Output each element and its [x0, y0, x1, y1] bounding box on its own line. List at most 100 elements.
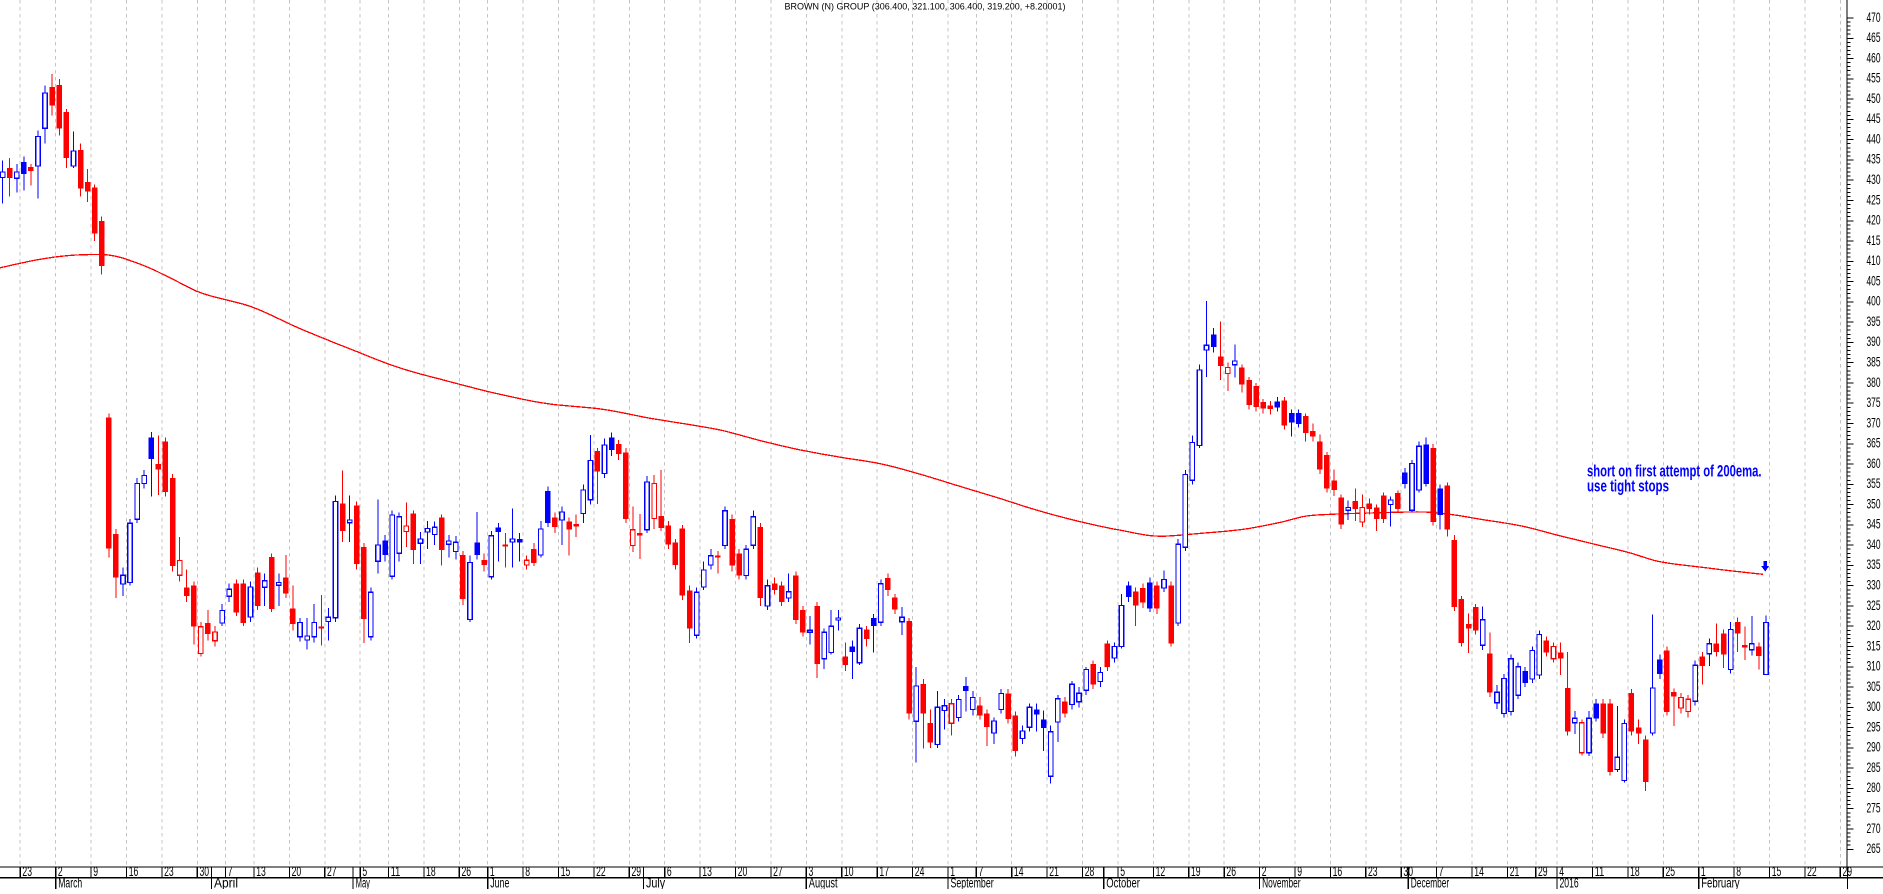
- svg-text:415: 415: [1867, 233, 1881, 248]
- svg-text:8: 8: [525, 864, 530, 879]
- svg-text:435: 435: [1867, 152, 1881, 167]
- svg-text:October: October: [1106, 875, 1140, 889]
- svg-text:350: 350: [1867, 496, 1881, 511]
- svg-text:March: March: [58, 875, 82, 889]
- svg-text:April: April: [214, 875, 238, 889]
- svg-text:295: 295: [1867, 719, 1881, 734]
- svg-text:21: 21: [1510, 864, 1520, 879]
- svg-text:355: 355: [1867, 476, 1881, 491]
- svg-text:470: 470: [1867, 10, 1881, 25]
- svg-text:395: 395: [1867, 314, 1881, 329]
- svg-text:5: 5: [1120, 864, 1125, 879]
- svg-text:285: 285: [1867, 760, 1881, 775]
- svg-text:13: 13: [702, 864, 712, 879]
- svg-text:30: 30: [1403, 864, 1413, 879]
- svg-text:335: 335: [1867, 557, 1881, 572]
- svg-text:28: 28: [1085, 864, 1095, 879]
- svg-text:22: 22: [1807, 864, 1817, 879]
- svg-text:5: 5: [362, 864, 367, 879]
- svg-text:460: 460: [1867, 50, 1881, 65]
- svg-text:360: 360: [1867, 456, 1881, 471]
- svg-text:23: 23: [1368, 864, 1378, 879]
- svg-text:14: 14: [1014, 864, 1024, 879]
- svg-text:405: 405: [1867, 273, 1881, 288]
- svg-text:7: 7: [228, 864, 233, 879]
- svg-text:320: 320: [1867, 618, 1881, 633]
- svg-text:21: 21: [1049, 864, 1059, 879]
- svg-text:June: June: [490, 875, 509, 889]
- svg-text:340: 340: [1867, 537, 1881, 552]
- svg-text:August: August: [809, 875, 838, 889]
- svg-text:26: 26: [1226, 864, 1236, 879]
- svg-text:short on first attempt of 200e: short on first attempt of 200ema.: [1587, 462, 1762, 481]
- svg-text:315: 315: [1867, 638, 1881, 653]
- svg-text:use tight stops: use tight stops: [1587, 476, 1669, 495]
- svg-text:July: July: [646, 875, 665, 889]
- svg-text:17: 17: [879, 864, 889, 879]
- svg-text:20: 20: [738, 864, 748, 879]
- svg-text:29: 29: [632, 864, 642, 879]
- svg-text:BROWN (N) GROUP (306.400, 321.: BROWN (N) GROUP (306.400, 321.100, 306.4…: [785, 2, 1066, 13]
- svg-text:26: 26: [462, 864, 472, 879]
- svg-text:400: 400: [1867, 294, 1881, 309]
- svg-text:305: 305: [1867, 679, 1881, 694]
- svg-text:1: 1: [950, 864, 955, 879]
- svg-text:300: 300: [1867, 699, 1881, 714]
- svg-text:11: 11: [391, 864, 401, 879]
- svg-text:15: 15: [1772, 864, 1782, 879]
- svg-text:16: 16: [1333, 864, 1343, 879]
- svg-text:380: 380: [1867, 375, 1881, 390]
- svg-text:365: 365: [1867, 436, 1881, 451]
- svg-text:25: 25: [1666, 864, 1676, 879]
- svg-text:7: 7: [1439, 864, 1444, 879]
- svg-text:10: 10: [844, 864, 854, 879]
- svg-text:16: 16: [129, 864, 139, 879]
- svg-text:November: November: [1262, 875, 1301, 889]
- svg-text:2: 2: [1262, 864, 1267, 879]
- svg-text:370: 370: [1867, 415, 1881, 430]
- svg-text:270: 270: [1867, 821, 1881, 836]
- svg-text:275: 275: [1867, 801, 1881, 816]
- svg-text:December: December: [1411, 875, 1450, 889]
- svg-text:7: 7: [979, 864, 984, 879]
- svg-text:445: 445: [1867, 111, 1881, 126]
- svg-text:325: 325: [1867, 598, 1881, 613]
- svg-text:February: February: [1701, 875, 1740, 889]
- svg-text:18: 18: [426, 864, 436, 879]
- svg-text:19: 19: [1191, 864, 1201, 879]
- svg-text:6: 6: [667, 864, 672, 879]
- svg-text:27: 27: [327, 864, 337, 879]
- svg-text:9: 9: [93, 864, 98, 879]
- svg-text:1: 1: [1701, 864, 1706, 879]
- svg-text:425: 425: [1867, 192, 1881, 207]
- svg-text:30: 30: [200, 864, 210, 879]
- svg-text:375: 375: [1867, 395, 1881, 410]
- svg-text:345: 345: [1867, 517, 1881, 532]
- svg-text:385: 385: [1867, 355, 1881, 370]
- svg-text:1: 1: [490, 864, 495, 879]
- svg-text:May: May: [356, 875, 371, 889]
- svg-text:465: 465: [1867, 30, 1881, 45]
- svg-text:420: 420: [1867, 213, 1881, 228]
- svg-text:440: 440: [1867, 131, 1881, 146]
- svg-text:11: 11: [1595, 864, 1605, 879]
- svg-text:23: 23: [164, 864, 174, 879]
- svg-text:455: 455: [1867, 71, 1881, 86]
- svg-text:22: 22: [596, 864, 606, 879]
- svg-text:390: 390: [1867, 334, 1881, 349]
- svg-text:450: 450: [1867, 91, 1881, 106]
- svg-text:18: 18: [1630, 864, 1640, 879]
- svg-text:14: 14: [1474, 864, 1484, 879]
- svg-text:27: 27: [773, 864, 783, 879]
- svg-text:15: 15: [561, 864, 571, 879]
- svg-text:290: 290: [1867, 740, 1881, 755]
- svg-text:2: 2: [58, 864, 63, 879]
- svg-text:4: 4: [1559, 864, 1564, 879]
- svg-text:20: 20: [292, 864, 302, 879]
- svg-text:24: 24: [915, 864, 925, 879]
- svg-text:9: 9: [1297, 864, 1302, 879]
- svg-text:23: 23: [22, 864, 32, 879]
- svg-text:29: 29: [1538, 864, 1548, 879]
- svg-text:430: 430: [1867, 172, 1881, 187]
- svg-text:410: 410: [1867, 253, 1881, 268]
